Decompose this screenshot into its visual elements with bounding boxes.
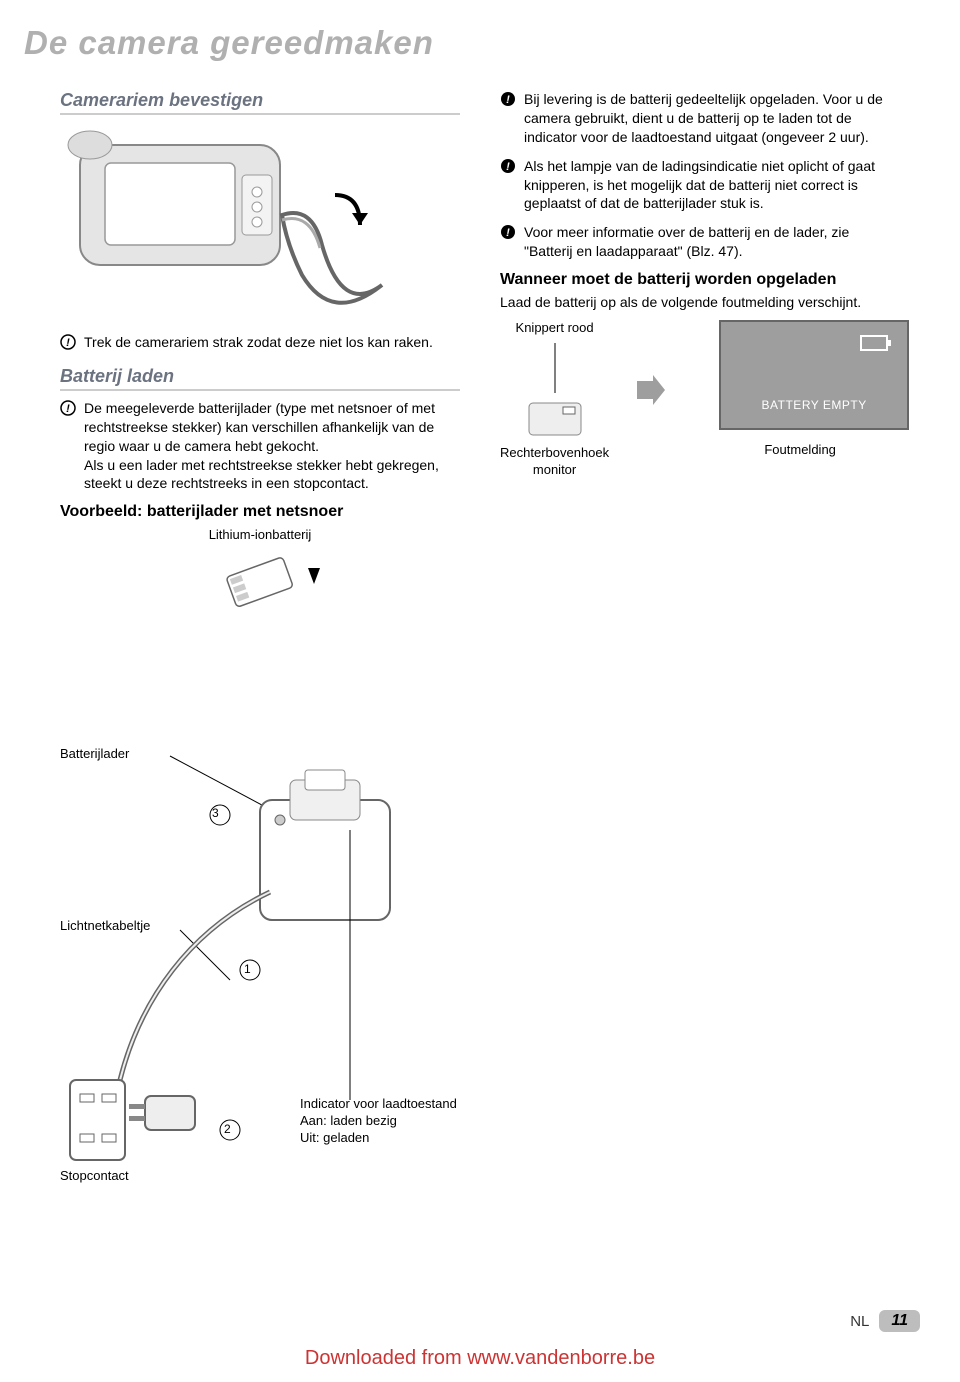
charger-note-2: Als u een lader met rechtstreekse stekke… bbox=[84, 457, 439, 492]
step-1-label: 1 bbox=[244, 962, 251, 976]
monitor-corner-icon bbox=[525, 399, 585, 439]
indicator-heading: Indicator voor laadtoestand bbox=[300, 1096, 457, 1113]
cable-label: Lichtnetkabeltje bbox=[60, 918, 150, 935]
blink-indicator-group: Knippert rood Rechterbovenhoek monitor bbox=[500, 320, 609, 479]
indicator-off: Uit: geladen bbox=[300, 1130, 457, 1147]
download-footer: Downloaded from www.vandenborre.be bbox=[0, 1347, 960, 1370]
leader-line-icon bbox=[545, 343, 565, 393]
lamp-note-text: Als het lampje van de ladingsindicatie n… bbox=[524, 157, 900, 214]
charger-note-1: De meegeleverde batterijlader (type met … bbox=[84, 400, 435, 454]
alert-icon: ! bbox=[60, 334, 76, 350]
recharge-body: Laad de batterij op als de volgende fout… bbox=[500, 293, 900, 312]
lamp-note: ! Als het lampje van de ladingsindicatie… bbox=[500, 157, 900, 214]
alert-icon: ! bbox=[500, 158, 516, 174]
indicator-text: Indicator voor laadtoestand Aan: laden b… bbox=[300, 1096, 457, 1147]
recharge-heading: Wanneer moet de batterij worden opgelade… bbox=[500, 271, 900, 289]
page-title: De camera gereedmaken bbox=[0, 24, 434, 62]
right-column: ! Bij levering is de batterij gedeelteli… bbox=[500, 90, 900, 479]
camera-strap-illustration bbox=[60, 125, 440, 315]
step-2-label: 2 bbox=[224, 1122, 231, 1136]
section-battery-heading: Batterij laden bbox=[60, 366, 460, 391]
info-note: ! Voor meer informatie over de batterij … bbox=[500, 223, 900, 261]
camera-screen: BATTERY EMPTY bbox=[719, 320, 909, 430]
svg-text:!: ! bbox=[506, 94, 510, 106]
error-screen-group: BATTERY EMPTY Foutmelding bbox=[691, 320, 909, 459]
charger-note-text: De meegeleverde batterijlader (type met … bbox=[84, 399, 460, 493]
charger-label: Batterijlader bbox=[60, 746, 129, 763]
battery-empty-icon bbox=[859, 334, 893, 354]
alert-icon: ! bbox=[60, 400, 76, 416]
charger-note: ! De meegeleverde batterijlader (type me… bbox=[60, 399, 460, 493]
lang-label: NL bbox=[850, 1313, 869, 1330]
step-3-label: 3 bbox=[212, 806, 219, 820]
battery-label: Lithium-ionbatterij bbox=[60, 527, 460, 542]
svg-text:!: ! bbox=[66, 403, 70, 415]
screen-text: BATTERY EMPTY bbox=[721, 398, 907, 412]
delivery-note: ! Bij levering is de batterij gedeelteli… bbox=[500, 90, 900, 147]
example-heading: Voorbeeld: batterijlader met netsnoer bbox=[60, 503, 460, 521]
strap-note-text: Trek de camerariem strak zodat deze niet… bbox=[84, 333, 433, 352]
outlet-label: Stopcontact bbox=[60, 1168, 129, 1185]
left-column: Camerariem bevestigen ! Trek de camerari… bbox=[60, 90, 460, 623]
indicator-on: Aan: laden bezig bbox=[300, 1113, 457, 1130]
monitor-label: Rechterbovenhoek monitor bbox=[500, 445, 609, 479]
section-strap-heading: Camerariem bevestigen bbox=[60, 90, 460, 115]
svg-text:!: ! bbox=[66, 337, 70, 349]
alert-icon: ! bbox=[500, 224, 516, 240]
blink-label: Knippert rood bbox=[516, 320, 594, 337]
svg-text:!: ! bbox=[506, 161, 510, 173]
battery-illustration bbox=[60, 548, 460, 623]
strap-note: ! Trek de camerariem strak zodat deze ni… bbox=[60, 333, 460, 352]
page-number-box: NL 11 bbox=[850, 1310, 920, 1332]
alert-icon: ! bbox=[500, 91, 516, 107]
charger-illustration-block: ​ bbox=[60, 740, 660, 1225]
error-label: Foutmelding bbox=[764, 442, 836, 459]
arrow-icon bbox=[635, 320, 665, 410]
svg-text:!: ! bbox=[506, 227, 510, 239]
info-note-text: Voor meer informatie over de batterij en… bbox=[524, 223, 900, 261]
page-number: 11 bbox=[879, 1310, 920, 1332]
delivery-note-text: Bij levering is de batterij gedeeltelijk… bbox=[524, 90, 900, 147]
